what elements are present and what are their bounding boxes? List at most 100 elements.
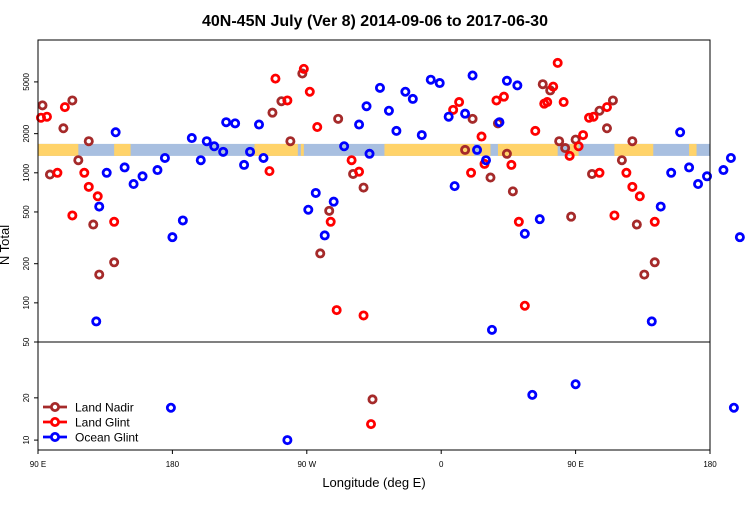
land-nadir-point [83, 136, 94, 147]
x-tick-label: 0 [439, 460, 444, 469]
land-glint-point [578, 130, 589, 141]
land-nadir-point [94, 269, 105, 280]
land-nadir-point [460, 144, 471, 155]
ocean-glint-point [501, 75, 512, 86]
ocean-glint-point [319, 230, 330, 241]
legend-label: Land Glint [75, 416, 130, 430]
ocean-glint-point [119, 162, 130, 173]
ocean-glint-point [159, 152, 170, 163]
land-glint-point [354, 166, 365, 177]
land-nadir-point [649, 257, 660, 268]
ocean-glint-point [254, 119, 265, 130]
ocean-glint-point [94, 201, 105, 212]
y-tick-label: 20 [22, 393, 31, 402]
ocean-glint-point [725, 152, 736, 163]
y-tick-label: 200 [22, 256, 31, 270]
land-glint-point [584, 112, 595, 123]
land-nadir-point [285, 136, 296, 147]
y-tick-label: 50 [22, 337, 31, 346]
land-nadir-point [507, 186, 518, 197]
land-glint-point [298, 63, 309, 74]
legend-marker [50, 416, 61, 427]
ocean-glint-point [527, 389, 538, 400]
ocean-glint-point [101, 167, 112, 178]
land-mask-segment [480, 143, 491, 156]
ocean-glint-point [361, 101, 372, 112]
ocean-glint-point [383, 105, 394, 116]
land-glint-point [67, 210, 78, 221]
land-glint-point [542, 97, 553, 108]
ocean-glint-point [400, 86, 411, 97]
land-mask-segment [614, 143, 654, 156]
ocean-glint-point [364, 148, 375, 159]
land-glint-point [41, 111, 52, 122]
land-glint-point [588, 111, 599, 122]
ocean-glint-point [646, 316, 657, 327]
land-glint-point [558, 97, 569, 108]
land-ocean-mask [38, 143, 710, 156]
land-glint-point [476, 131, 487, 142]
land-glint-point [79, 167, 90, 178]
land-nadir-point [324, 205, 335, 216]
land-nadir-point [601, 123, 612, 134]
land-nadir-point [594, 105, 605, 116]
land-nadir-point [37, 100, 48, 111]
ocean-glint-point [666, 167, 677, 178]
ocean-glint-point [310, 187, 321, 198]
ocean-glint-point [693, 179, 704, 190]
x-tick-label: 180 [703, 460, 717, 469]
land-glint-point [609, 210, 620, 221]
ocean-glint-point [425, 74, 436, 85]
land-mask-segment [384, 143, 475, 156]
ocean-glint-point [467, 70, 478, 81]
x-tick-label: 90 W [297, 460, 316, 469]
land-nadir-point [467, 113, 478, 124]
land-nadir-point [587, 168, 598, 179]
land-nadir-point [485, 172, 496, 183]
land-mask-segment [569, 143, 579, 156]
ocean-glint-point [110, 127, 121, 138]
land-glint-point [519, 300, 530, 311]
ocean-glint-point [702, 171, 713, 182]
land-mask-segment [497, 143, 558, 156]
y-tick-label: 10 [22, 435, 31, 444]
ocean-glint-point [486, 324, 497, 335]
land-nadir-point [88, 219, 99, 230]
land-glint-point [594, 167, 605, 178]
ocean-glint-point [416, 130, 427, 141]
plot-frame [37, 39, 711, 451]
ocean-glint-point [570, 379, 581, 390]
ocean-glint-point [339, 141, 350, 152]
land-glint-point [264, 166, 275, 177]
land-glint-point [564, 150, 575, 161]
ocean-glint-point [239, 159, 250, 170]
land-glint-point [513, 216, 524, 227]
y-tick-label: 1000 [22, 163, 31, 181]
land-nadir-point [607, 95, 618, 106]
land-glint-point [649, 216, 660, 227]
land-glint-point [601, 102, 612, 113]
land-glint-point [109, 216, 120, 227]
land-nadir-point [639, 269, 650, 280]
ocean-glint-point [460, 108, 471, 119]
land-glint-point [552, 57, 563, 68]
ocean-glint-point [512, 80, 523, 91]
ocean-glint-point [282, 435, 293, 446]
land-glint-point [83, 181, 94, 192]
ocean-glint-point [449, 181, 460, 192]
ocean-glint-point [137, 171, 148, 182]
land-mask-segment [689, 143, 697, 156]
land-nadir-point [627, 136, 638, 147]
land-nadir-point [67, 95, 78, 106]
land-nadir-point [566, 211, 577, 222]
y-axis-label: N Total [0, 225, 12, 265]
ocean-glint-point [230, 118, 241, 129]
ocean-glint-point [374, 82, 385, 93]
ocean-glint-point [177, 215, 188, 226]
land-glint-point [634, 191, 645, 202]
ocean-glint-point [258, 152, 269, 163]
land-glint-point [498, 91, 509, 102]
ocean-glint-point [407, 93, 418, 104]
y-tick-label: 2000 [22, 124, 31, 142]
